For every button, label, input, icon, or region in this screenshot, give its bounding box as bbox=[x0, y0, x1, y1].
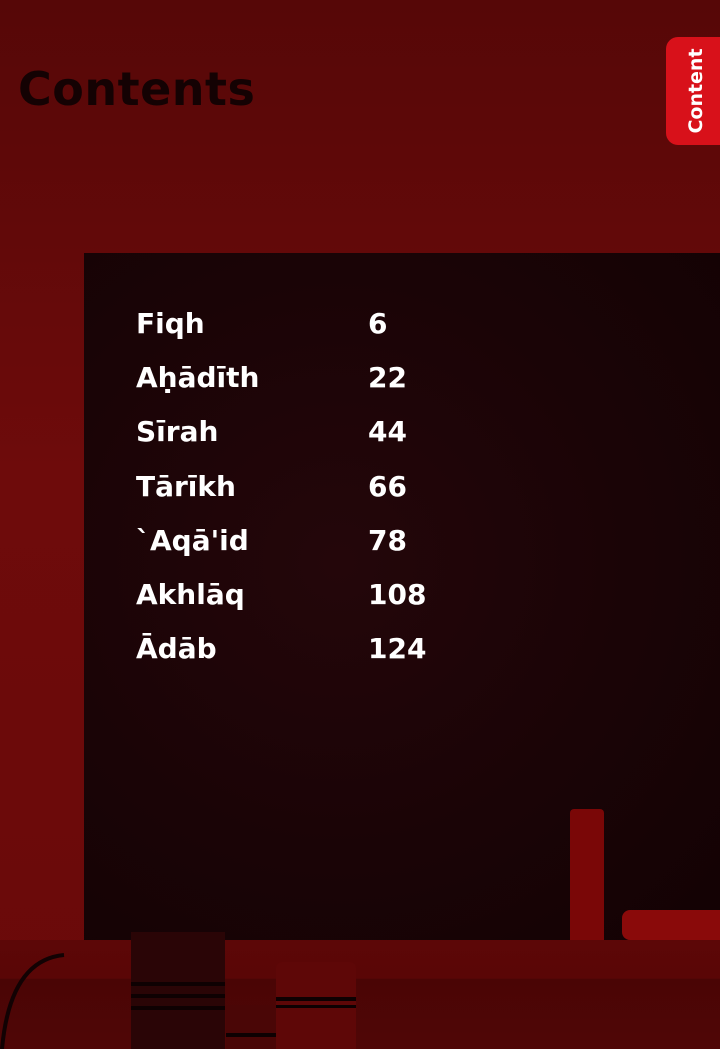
lamp-arc-decoration bbox=[0, 953, 65, 1049]
toc-entry[interactable]: Aḥādīth 22 bbox=[136, 350, 426, 404]
content-side-tab[interactable]: Content bbox=[666, 37, 720, 145]
toc-entry[interactable]: `Aqā'id 78 bbox=[136, 513, 426, 567]
toc-entry-page: 22 bbox=[368, 360, 407, 394]
bottle-decoration bbox=[226, 1005, 276, 1049]
toc-entry-title: Tārīkh bbox=[136, 469, 236, 503]
toc-entry-page: 44 bbox=[368, 415, 407, 449]
jar-decoration bbox=[131, 932, 225, 1049]
toc-entry-title: Sīrah bbox=[136, 415, 219, 449]
toc-entry-title: `Aqā'id bbox=[136, 523, 249, 557]
toc-entry-page: 124 bbox=[368, 632, 427, 666]
toc-entry[interactable]: Sīrah 44 bbox=[136, 405, 426, 459]
toc-entry[interactable]: Tārīkh 66 bbox=[136, 459, 426, 513]
lying-cylinder-decoration bbox=[622, 910, 720, 940]
standing-cylinder-decoration bbox=[570, 809, 604, 940]
page-title: Contents bbox=[18, 62, 256, 116]
contents-panel bbox=[84, 253, 720, 940]
toc-entry-title: Fiqh bbox=[136, 306, 205, 340]
toc-entry-page: 66 bbox=[368, 469, 407, 503]
toc-entry-page: 78 bbox=[368, 523, 407, 557]
toc-entry-title: Ādāb bbox=[136, 632, 217, 666]
toc-entry-title: Akhlāq bbox=[136, 578, 245, 612]
side-tab-label: Content bbox=[685, 48, 707, 134]
toc-entry-page: 6 bbox=[368, 306, 388, 340]
can-decoration bbox=[276, 962, 356, 1049]
toc-entry[interactable]: Fiqh 6 bbox=[136, 296, 426, 350]
table-of-contents: Fiqh 6 Aḥādīth 22 Sīrah 44 Tārīkh 66 `Aqā'id… bbox=[136, 296, 426, 676]
toc-entry[interactable]: Ādāb 124 bbox=[136, 622, 426, 676]
toc-entry-page: 108 bbox=[368, 578, 427, 612]
toc-entry-title: Aḥādīth bbox=[136, 360, 260, 394]
shelf-decoration bbox=[0, 940, 720, 1049]
toc-entry[interactable]: Akhlāq 108 bbox=[136, 567, 426, 621]
